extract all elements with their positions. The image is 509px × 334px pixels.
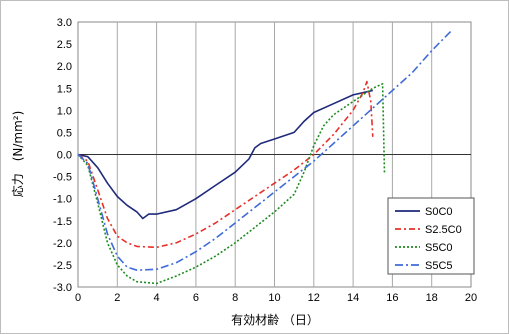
x-tick-label: 20	[465, 292, 477, 304]
x-tick-label: 14	[347, 292, 359, 304]
legend-label: S5C5	[425, 260, 453, 272]
y-tick-label: 0.0	[57, 150, 72, 162]
legend: S0C0 S2.5C0 S5C0 S5C5	[387, 197, 475, 275]
x-tick-label: 0	[75, 292, 81, 304]
y-tick-label: 1.5	[57, 83, 72, 95]
x-tick-label: 16	[386, 292, 398, 304]
series-group	[77, 30, 452, 285]
x-tick-label: 10	[268, 292, 280, 304]
y-tick-label: -3.0	[53, 282, 72, 294]
legend-label: S5C0	[425, 242, 453, 254]
x-tick-label: 18	[426, 292, 438, 304]
y-tick-label: 2.0	[57, 61, 72, 73]
y-tick-label: -0.5	[53, 172, 72, 184]
y-tick-label: -1.5	[53, 216, 72, 228]
x-tick-label: 2	[114, 292, 120, 304]
y-tick-label: -2.5	[53, 260, 72, 272]
y-tick-label: 1.0	[57, 105, 72, 117]
series-line-s0c0	[77, 89, 373, 220]
x-tick-label: 4	[154, 292, 160, 304]
legend-label: S2.5C0	[425, 224, 462, 236]
legend-label: S0C0	[425, 206, 453, 218]
x-tick-label: 6	[193, 292, 199, 304]
y-tick-label: -2.0	[53, 238, 72, 250]
series-line-s5c5	[77, 30, 452, 271]
series-line-s5c0	[77, 83, 386, 285]
x-axis-title: 有効材齢 （日）	[231, 312, 319, 327]
y-tick-labels: 3.0 2.5 2.0 1.5 1.0 0.5 0.0 -0.5 -1.0 -1.5 -2.0 -2.…	[53, 17, 72, 294]
y-tick-label: 3.0	[57, 17, 72, 29]
x-tick-label: 12	[308, 292, 320, 304]
y-axis-title: 応力 (N/mm²)	[11, 111, 25, 198]
y-tick-label: 2.5	[57, 39, 72, 51]
series-line-s2-5c0	[77, 80, 374, 249]
y-tick-label: 0.5	[57, 127, 72, 139]
x-tick-label: 8	[232, 292, 238, 304]
x-tick-labels: 0 2 4 6 8 10 12 14 16 18 20	[75, 292, 477, 304]
y-tick-label: -1.0	[53, 194, 72, 206]
